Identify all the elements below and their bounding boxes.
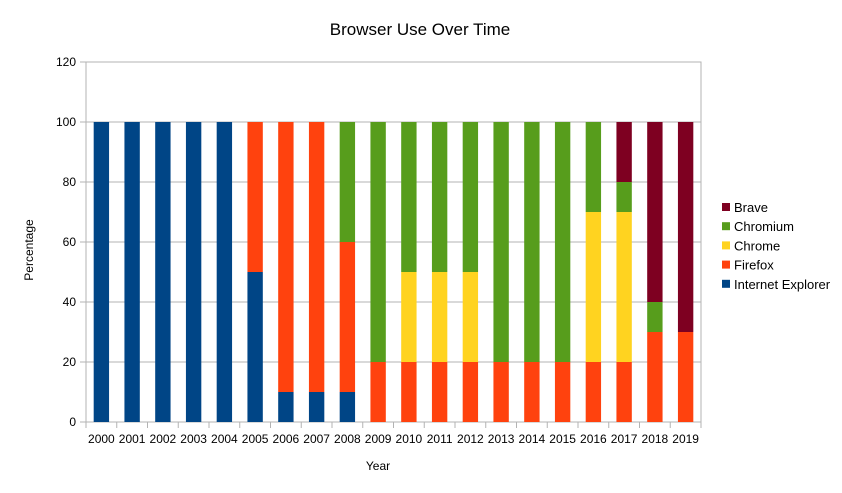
y-tick-label: 80 [63,175,77,189]
bar-chromium-2018 [647,302,663,332]
plot-area-border [85,61,702,423]
legend-label: Chrome [734,238,780,253]
bar-chrome-2016 [585,212,602,362]
bar-brave-2017 [616,122,632,182]
bar-brave-2019 [677,122,694,332]
bar-chromium-2013 [493,122,509,362]
legend-swatch [722,260,730,269]
x-tick-label: 2001 [119,432,146,446]
bar-firefox-2008 [339,242,356,392]
x-tick-label: 2003 [180,432,207,446]
bar-internet-explorer-2006 [278,392,294,422]
x-tick-label: 2012 [457,432,484,446]
y-axis-ticks: 0 20 40 60 80 100 120 [56,55,76,429]
bar-firefox-2006 [278,122,294,392]
bar-internet-explorer-2002 [155,122,171,422]
legend-swatch [722,222,730,231]
y-tick-label: 60 [63,235,77,249]
x-tick-label: 2011 [427,432,453,446]
bar-firefox-2005 [247,122,263,272]
bar-firefox-2007 [308,122,325,392]
x-tick-label: 2018 [642,432,669,446]
bar-chromium-2016 [585,122,602,212]
legend: Brave Chromium Chrome Firefox Internet Explo… [722,200,831,292]
x-tick-label: 2016 [580,432,607,446]
x-tick-label: 2014 [519,432,546,446]
bar-firefox-2017 [616,362,632,422]
bar-chrome-2011 [431,272,448,362]
bar-chrome-2010 [401,272,417,362]
bar-chromium-2017 [616,182,632,212]
x-tick-label: 2019 [672,432,699,446]
x-tick-label: 2010 [396,432,423,446]
bar-brave-2018 [647,122,663,302]
legend-swatch [722,203,730,211]
bar-chromium-2010 [401,122,417,272]
bar-firefox-2012 [462,362,479,422]
y-tick-label: 100 [56,115,76,129]
chart-title: Browser Use Over Time [330,20,510,39]
bar-chrome-2012 [462,272,479,362]
bar-chromium-2008 [339,122,356,242]
bar-firefox-2010 [401,362,417,422]
bar-internet-explorer-2000 [93,122,110,422]
y-axis-label: Percentage [22,219,36,281]
bar-internet-explorer-2008 [339,392,356,422]
bar-firefox-2009 [370,362,386,422]
bar-firefox-2019 [677,332,694,422]
bar-chromium-2012 [462,122,479,272]
x-tick-label: 2009 [365,432,392,446]
x-tick-label: 2015 [549,432,576,446]
bars [93,122,694,422]
bar-firefox-2013 [493,362,509,422]
bar-internet-explorer-2001 [124,122,140,422]
bar-internet-explorer-2004 [216,122,233,422]
bar-chromium-2011 [431,122,448,272]
x-tick-label: 2008 [334,432,361,446]
x-tick-label: 2004 [211,432,238,446]
legend-swatch [722,279,730,288]
x-tick-label: 2000 [88,432,115,446]
bar-internet-explorer-2005 [247,272,263,422]
grid-lines [80,61,702,428]
bar-internet-explorer-2007 [308,392,325,422]
bar-chrome-2017 [616,212,632,362]
bar-firefox-2015 [554,362,571,422]
legend-label: Internet Explorer [734,277,831,292]
x-tick-label: 2007 [303,432,330,446]
y-tick-label: 0 [69,415,76,429]
bar-internet-explorer-2003 [185,122,202,422]
bar-chromium-2009 [370,122,386,362]
bar-firefox-2016 [585,362,602,422]
x-axis-ticks: 2000 2001 2002 2003 2004 2005 2006 2007 2008 2009… [88,432,699,446]
bar-firefox-2011 [431,362,448,422]
x-tick-label: 2005 [242,432,269,446]
x-axis-label: Year [366,459,390,473]
x-tick-label: 2006 [273,432,300,446]
bar-chromium-2014 [524,122,540,362]
legend-label: Firefox [734,258,774,273]
y-tick-label: 120 [56,55,76,69]
legend-label: Chromium [734,219,794,234]
bar-firefox-2014 [524,362,540,422]
legend-swatch [722,241,730,250]
legend-label: Brave [734,200,768,215]
bar-chromium-2015 [554,122,571,362]
x-tick-label: 2013 [488,432,515,446]
y-tick-label: 20 [63,355,77,369]
y-tick-label: 40 [63,295,77,309]
x-tick-label: 2002 [150,432,177,446]
bar-firefox-2018 [647,332,663,422]
x-tick-label: 2017 [611,432,638,446]
